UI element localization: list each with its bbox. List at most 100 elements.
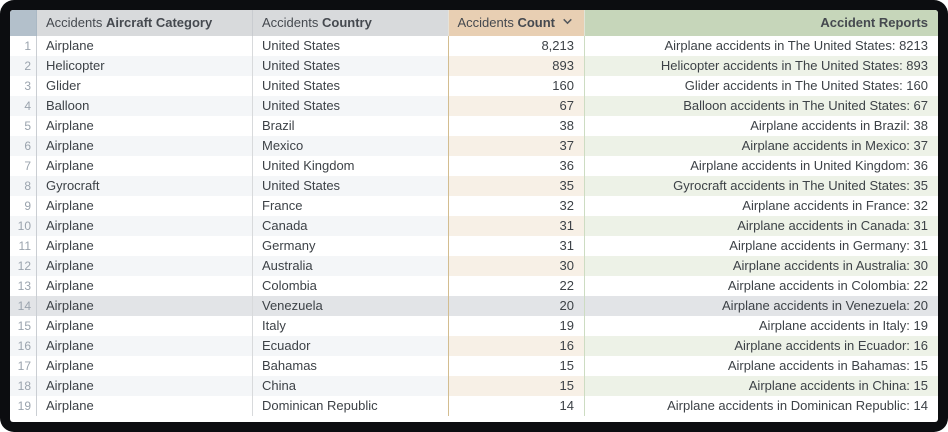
data-table: Accidents Aircraft Category Accidents Co…: [10, 10, 938, 422]
cell-accident-report: Balloon accidents in The United States: …: [585, 96, 938, 116]
row-number: 18: [10, 376, 37, 396]
cell-aircraft-category: Airplane: [37, 156, 253, 176]
header-name: Count: [517, 15, 555, 30]
cell-aircraft-category: Airplane: [37, 336, 253, 356]
row-number: 11: [10, 236, 37, 256]
cell-country: Dominican Republic: [253, 396, 449, 416]
cell-count: 31: [449, 236, 585, 256]
table-row[interactable]: 18 Airplane China 15 Airplane accidents …: [10, 376, 938, 396]
cell-accident-report: Airplane accidents in Australia: 30: [585, 256, 938, 276]
cell-aircraft-category: Airplane: [37, 256, 253, 276]
row-number: 19: [10, 396, 37, 416]
header-prefix: Accidents: [457, 15, 514, 30]
cell-aircraft-category: Airplane: [37, 316, 253, 336]
cell-country: United States: [253, 96, 449, 116]
table-row[interactable]: 17 Airplane Bahamas 15 Airplane accident…: [10, 356, 938, 376]
row-number: 4: [10, 96, 37, 116]
header-aircraft-category[interactable]: Accidents Aircraft Category: [37, 10, 253, 36]
row-number: 6: [10, 136, 37, 156]
cell-aircraft-category: Airplane: [37, 116, 253, 136]
table-row[interactable]: 10 Airplane Canada 31 Airplane accidents…: [10, 216, 938, 236]
header-prefix: Accidents: [262, 15, 319, 30]
table-row[interactable]: 2 Helicopter United States 893 Helicopte…: [10, 56, 938, 76]
cell-count: 67: [449, 96, 585, 116]
row-number: 9: [10, 196, 37, 216]
row-number: 10: [10, 216, 37, 236]
cell-count: 37: [449, 136, 585, 156]
cell-count: 8,213: [449, 36, 585, 56]
cell-aircraft-category: Airplane: [37, 396, 253, 416]
cell-accident-report: Airplane accidents in Italy: 19: [758, 318, 928, 333]
cell-accident-report: Airplane accidents in United Kingdom: 36: [690, 158, 928, 173]
row-number: 3: [10, 76, 37, 96]
row-number: 1: [10, 36, 37, 56]
table-row[interactable]: 11 Airplane Germany 31 Airplane accident…: [10, 236, 938, 256]
cell-accident-report: Airplane accidents in Venezuela: 20: [585, 296, 938, 316]
cell-aircraft-category: Helicopter: [37, 56, 253, 76]
cell-accident-report: Airplane accidents in Bahamas: 15: [727, 358, 928, 373]
header-country[interactable]: Accidents Country: [253, 10, 449, 36]
row-number: 12: [10, 256, 37, 276]
cell-country: Mexico: [253, 136, 449, 156]
cell-country: Bahamas: [253, 356, 449, 376]
table-row[interactable]: 3 Glider United States 160 Glider accide…: [10, 76, 938, 96]
cell-count: 160: [449, 76, 585, 96]
row-number: 15: [10, 316, 37, 336]
cell-accident-report: Airplane accidents in Colombia: 22: [727, 278, 928, 293]
table-row[interactable]: 8 Gyrocraft United States 35 Gyrocraft a…: [10, 176, 938, 196]
cell-count: 20: [449, 296, 585, 316]
cell-aircraft-category: Airplane: [37, 356, 253, 376]
header-prefix: Accidents: [46, 15, 103, 30]
cell-country: Australia: [253, 256, 449, 276]
table-row[interactable]: 12 Airplane Australia 30 Airplane accide…: [10, 256, 938, 276]
header-accident-reports[interactable]: Accident Reports: [585, 10, 938, 36]
table-row[interactable]: 7 Airplane United Kingdom 36 Airplane ac…: [10, 156, 938, 176]
cell-count: 22: [449, 276, 585, 296]
table-body: 1 Airplane United States 8,213 Airplane …: [10, 36, 938, 416]
chevron-down-icon[interactable]: [561, 11, 574, 36]
header-count[interactable]: Accidents Count: [449, 10, 585, 36]
cell-aircraft-category: Gyrocraft: [37, 176, 253, 196]
cell-count: 893: [449, 56, 585, 76]
cell-aircraft-category: Balloon: [37, 96, 253, 116]
table-row[interactable]: 19 Airplane Dominican Republic 14 Airpla…: [10, 396, 938, 416]
table-row[interactable]: 5 Airplane Brazil 38 Airplane accidents …: [10, 116, 938, 136]
cell-country: United States: [253, 56, 449, 76]
table-row[interactable]: 13 Airplane Colombia 22 Airplane acciden…: [10, 276, 938, 296]
cell-country: France: [253, 196, 449, 216]
cell-aircraft-category: Airplane: [37, 216, 253, 236]
cell-aircraft-category: Airplane: [37, 296, 253, 316]
header-row-number: [10, 10, 37, 36]
cell-country: Canada: [253, 216, 449, 236]
table-row[interactable]: 4 Balloon United States 67 Balloon accid…: [10, 96, 938, 116]
row-number: 14: [10, 296, 37, 316]
table-row[interactable]: 9 Airplane France 32 Airplane accidents …: [10, 196, 938, 216]
cell-country: United States: [253, 36, 449, 56]
cell-country: United Kingdom: [253, 156, 449, 176]
table-row[interactable]: 16 Airplane Ecuador 16 Airplane accident…: [10, 336, 938, 356]
cell-accident-report: Glider accidents in The United States: 1…: [684, 78, 928, 93]
table-header: Accidents Aircraft Category Accidents Co…: [10, 10, 938, 36]
cell-aircraft-category: Glider: [37, 76, 253, 96]
row-number: 17: [10, 356, 37, 376]
table-row[interactable]: 1 Airplane United States 8,213 Airplane …: [10, 36, 938, 56]
cell-count: 35: [449, 176, 585, 196]
row-number: 5: [10, 116, 37, 136]
cell-accident-report: Airplane accidents in Mexico: 37: [585, 136, 938, 156]
cell-country: United States: [253, 176, 449, 196]
cell-count: 15: [449, 376, 585, 396]
cell-accident-report: Airplane accidents in France: 32: [742, 198, 928, 213]
row-number: 2: [10, 56, 37, 76]
header-name: Accident Reports: [820, 15, 928, 30]
cell-count: 36: [449, 156, 585, 176]
table-row[interactable]: 14 Airplane Venezuela 20 Airplane accide…: [10, 296, 938, 316]
table-row[interactable]: 15 Airplane Italy 19 Airplane accidents …: [10, 316, 938, 336]
cell-count: 38: [449, 116, 585, 136]
cell-country: Brazil: [253, 116, 449, 136]
table-row[interactable]: 6 Airplane Mexico 37 Airplane accidents …: [10, 136, 938, 156]
cell-count: 31: [449, 216, 585, 236]
cell-count: 30: [449, 256, 585, 276]
cell-country: United States: [253, 76, 449, 96]
cell-aircraft-category: Airplane: [37, 236, 253, 256]
